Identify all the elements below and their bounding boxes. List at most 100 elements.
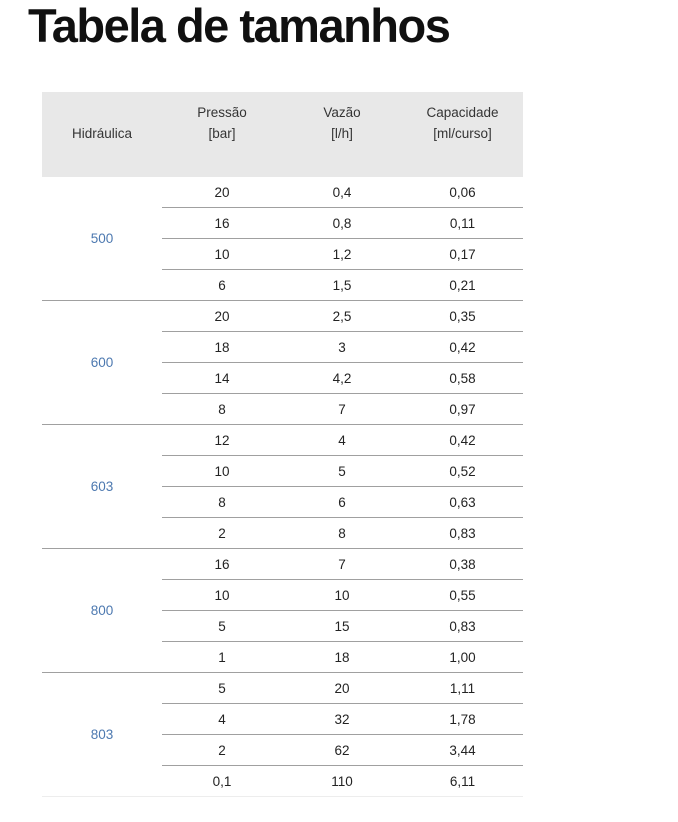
- pressure-cell: 0,1: [162, 765, 282, 797]
- pressure-cell: 12: [162, 424, 282, 456]
- pressure-cell: 5: [162, 672, 282, 704]
- flow-cell: 7: [282, 548, 402, 580]
- capacity-cell: 1,78: [402, 703, 523, 735]
- hydraulic-group-label: 603: [42, 424, 162, 549]
- pressure-cell: 10: [162, 238, 282, 270]
- pressure-cell: 8: [162, 393, 282, 425]
- column-header-hidraulica: Hidráulica: [42, 92, 162, 177]
- capacity-cell: 0,83: [402, 610, 523, 642]
- flow-cell: 1,2: [282, 238, 402, 270]
- table-row: 18 3 0,42: [42, 331, 523, 363]
- table-row: 8 7 0,97: [42, 393, 523, 425]
- flow-cell: 6: [282, 486, 402, 518]
- flow-cell: 10: [282, 579, 402, 611]
- pressure-cell: 2: [162, 517, 282, 549]
- pressure-cell: 20: [162, 300, 282, 332]
- table-row: 803 5 20 1,11: [42, 672, 523, 797]
- size-table: Hidráulica Pressão [bar] Vazão [l/h] Cap…: [42, 92, 523, 797]
- flow-cell: 4,2: [282, 362, 402, 394]
- table-row: 2 62 3,44: [42, 734, 523, 766]
- capacity-cell: 0,42: [402, 331, 523, 363]
- pressure-cell: 4: [162, 703, 282, 735]
- table-row: 1 18 1,00: [42, 641, 523, 673]
- capacity-cell: 0,83: [402, 517, 523, 549]
- table-row: 800 16 7 0,38: [42, 548, 523, 673]
- column-header-pressao: Pressão [bar]: [162, 92, 282, 177]
- capacity-cell: 1,11: [402, 672, 523, 704]
- table-row: 603 12 4 0,42: [42, 424, 523, 549]
- capacity-cell: 0,35: [402, 300, 523, 332]
- table-row: 0,1 110 6,11: [42, 765, 523, 797]
- flow-cell: 1,5: [282, 269, 402, 301]
- table-row: 16 0,8 0,11: [42, 207, 523, 239]
- capacity-cell: 0,55: [402, 579, 523, 611]
- table-row: 500 20 0,4 0,06: [42, 177, 523, 301]
- hydraulic-group-label: 800: [42, 548, 162, 673]
- column-header-line2: [ml/curso]: [433, 126, 492, 141]
- flow-cell: 32: [282, 703, 402, 735]
- table-row: 4 32 1,78: [42, 703, 523, 735]
- flow-cell: 4: [282, 424, 402, 456]
- pressure-cell: 10: [162, 579, 282, 611]
- table-row: 6 1,5 0,21: [42, 269, 523, 301]
- page-title: Tabela de tamanhos: [28, 0, 451, 52]
- column-header-line1: Capacidade: [426, 105, 499, 120]
- column-header-vazao: Vazão [l/h]: [282, 92, 402, 177]
- column-header-line1: [42, 102, 162, 123]
- table-row: 2 8 0,83: [42, 517, 523, 549]
- capacity-cell: 1,00: [402, 641, 523, 673]
- pressure-cell: 16: [162, 207, 282, 239]
- table-row: 14 4,2 0,58: [42, 362, 523, 394]
- table-row: 10 1,2 0,17: [42, 238, 523, 270]
- hydraulic-group-label: 803: [42, 672, 162, 797]
- column-header-line2: [l/h]: [331, 126, 353, 141]
- capacity-cell: 0,17: [402, 238, 523, 270]
- capacity-cell: 0,63: [402, 486, 523, 518]
- column-header-line2: Hidráulica: [71, 126, 133, 141]
- flow-cell: 110: [282, 765, 402, 797]
- capacity-cell: 6,11: [402, 765, 523, 797]
- flow-cell: 0,8: [282, 207, 402, 239]
- capacity-cell: 0,58: [402, 362, 523, 394]
- hydraulic-group-label: 500: [42, 177, 162, 301]
- capacity-cell: 3,44: [402, 734, 523, 766]
- pressure-cell: 20: [162, 177, 282, 208]
- column-header-line1: Vazão: [323, 105, 361, 120]
- size-table-body: 500 20 0,4 0,06 16 0,8 0,11 10 1,2 0,17 6 1,5 0,21 60…: [42, 177, 523, 797]
- capacity-cell: 0,06: [402, 177, 523, 208]
- flow-cell: 18: [282, 641, 402, 673]
- column-header-capacidade: Capacidade [ml/curso]: [402, 92, 523, 177]
- capacity-cell: 0,38: [402, 548, 523, 580]
- header-row: Hidráulica Pressão [bar] Vazão [l/h] Cap…: [42, 92, 523, 177]
- pressure-cell: 14: [162, 362, 282, 394]
- flow-cell: 15: [282, 610, 402, 642]
- pressure-cell: 10: [162, 455, 282, 487]
- pressure-cell: 16: [162, 548, 282, 580]
- capacity-cell: 0,97: [402, 393, 523, 425]
- flow-cell: 7: [282, 393, 402, 425]
- pressure-cell: 2: [162, 734, 282, 766]
- pressure-cell: 6: [162, 269, 282, 301]
- pressure-cell: 8: [162, 486, 282, 518]
- capacity-cell: 0,21: [402, 269, 523, 301]
- table-row: 10 5 0,52: [42, 455, 523, 487]
- flow-cell: 62: [282, 734, 402, 766]
- flow-cell: 2,5: [282, 300, 402, 332]
- flow-cell: 8: [282, 517, 402, 549]
- column-header-line1: Pressão: [197, 105, 247, 120]
- pressure-cell: 5: [162, 610, 282, 642]
- capacity-cell: 0,42: [402, 424, 523, 456]
- flow-cell: 3: [282, 331, 402, 363]
- table-row: 8 6 0,63: [42, 486, 523, 518]
- table-row: 600 20 2,5 0,35: [42, 300, 523, 425]
- pressure-cell: 18: [162, 331, 282, 363]
- pressure-cell: 1: [162, 641, 282, 673]
- column-header-line2: [bar]: [208, 126, 236, 141]
- capacity-cell: 0,11: [402, 207, 523, 239]
- capacity-cell: 0,52: [402, 455, 523, 487]
- flow-cell: 20: [282, 672, 402, 704]
- table-row: 5 15 0,83: [42, 610, 523, 642]
- hydraulic-group-label: 600: [42, 300, 162, 425]
- flow-cell: 0,4: [282, 177, 402, 208]
